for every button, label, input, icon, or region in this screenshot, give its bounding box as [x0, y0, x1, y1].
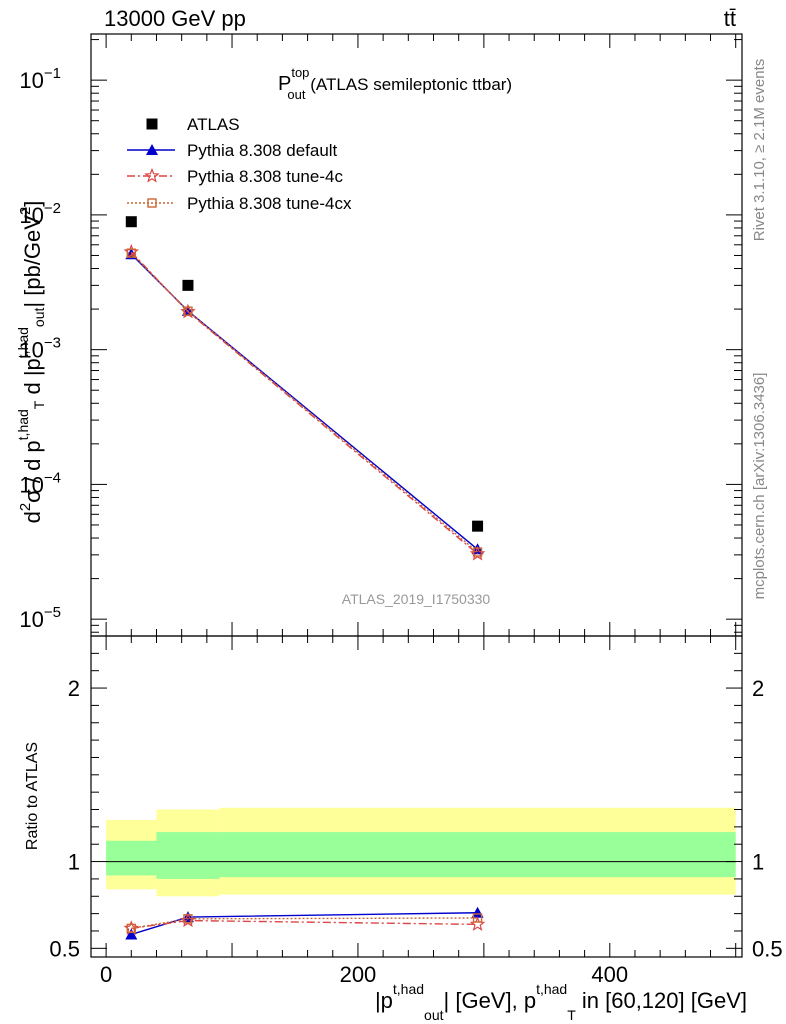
main-point-2 — [472, 520, 484, 532]
y-tick-label-3: 10−2 — [19, 200, 61, 228]
y-label-sub: out — [31, 307, 47, 327]
y-label-part: d — [20, 511, 45, 523]
y-tick-exponent: −2 — [44, 200, 61, 217]
legend-label: Pythia 8.308 tune-4cx — [187, 194, 352, 213]
title-main: P — [278, 73, 291, 95]
main-point-1 — [182, 279, 194, 291]
ratio-point-2 — [472, 913, 483, 923]
mcplots-label: mcplots.cern.ch [arXiv:1306.3436] — [751, 373, 768, 600]
ratio-y-tick-label-right-0.5: 0.5 — [752, 936, 783, 961]
analysis-watermark: ATLAS_2019_I1750330 — [342, 591, 491, 607]
legend-label: ATLAS — [187, 115, 240, 134]
main-series-line — [130, 253, 479, 550]
y-tick-label-4: 10−1 — [19, 65, 61, 93]
x-label-part: in [60,120] [GeV] — [576, 988, 747, 1013]
ratio-y-axis-label: Ratio to ATLAS — [24, 742, 41, 850]
main-series-line — [130, 252, 479, 553]
ratio-series-line — [131, 919, 478, 930]
x-label-sub: T — [567, 1007, 576, 1023]
legend-marker — [146, 118, 158, 130]
legend-item-3: Pythia 8.308 tune-4cx — [127, 194, 352, 213]
y-label-sub: T — [31, 400, 47, 409]
ratio-point-0 — [125, 928, 138, 940]
ratio-series-1 — [123, 912, 486, 935]
x-label-part: |p — [375, 988, 393, 1013]
legend-item-1: Pythia 8.308 default — [127, 141, 338, 160]
x-tick-label-200: 200 — [340, 962, 377, 987]
ratio-y-tick-label-left-0.5: 0.5 — [49, 936, 80, 961]
legend-marker — [144, 167, 160, 183]
legend-label: Pythia 8.308 tune-4c — [187, 167, 343, 186]
main-series-pythia-8-308-default — [125, 248, 484, 555]
y-tick-base: 10 — [19, 68, 43, 93]
y-tick-exponent: −3 — [44, 335, 61, 352]
y-label-part: ] — [20, 201, 45, 207]
y-tick-label-2: 10−3 — [19, 335, 61, 363]
y-label-part: d |p — [20, 358, 45, 400]
x-label-part: | [GeV], p — [444, 988, 537, 1013]
band-green-0 — [106, 840, 157, 876]
ratio-y-tick-label-right-2: 2 — [752, 676, 764, 701]
legend-label: Pythia 8.308 default — [187, 141, 338, 160]
y-label-part: σ / d p — [20, 440, 45, 503]
x-label-sup: t,had — [393, 981, 424, 997]
main-series-pythia-8-308-tune-4c — [123, 243, 486, 561]
main-point-0 — [125, 216, 137, 228]
x-label-sup: t,had — [536, 981, 567, 997]
band-green-1 — [156, 832, 220, 879]
ratio-series-2 — [126, 913, 483, 934]
band-green-2 — [219, 832, 736, 878]
plot-title: Ptop out (ATLAS semileptonic ttbar) — [278, 65, 512, 102]
energy-label: 13000 GeV pp — [104, 6, 246, 31]
y-tick-base: 10 — [19, 338, 43, 363]
main-point-0 — [126, 248, 136, 258]
x-tick-label-400: 400 — [591, 962, 628, 987]
main-point-2 — [472, 547, 483, 557]
process-label: tt̄ — [723, 6, 736, 31]
y-label-sup: t,had — [15, 409, 31, 440]
ratio-plot-frame — [90, 635, 743, 958]
main-series-atlas — [125, 216, 484, 532]
y-tick-base: 10 — [19, 472, 43, 497]
title-sup: top — [291, 65, 309, 80]
ratio-y-tick-label-left-2: 2 — [68, 676, 80, 701]
y-tick-base: 10 — [19, 607, 43, 632]
ratio-y-tick-label-left-1: 1 — [68, 850, 80, 875]
y-label-sup: 2 — [17, 503, 34, 511]
x-label-sub: out — [424, 1007, 444, 1023]
y-tick-exponent: −4 — [44, 469, 61, 486]
title-sub: out — [287, 87, 305, 102]
y-tick-base: 10 — [19, 203, 43, 228]
y-label-sup: 2 — [17, 207, 34, 215]
ratio-uncertainty-bands — [106, 807, 736, 897]
rivet-label: Rivet 3.1.10, ≥ 2.1M events — [751, 59, 768, 242]
y-label-sup: t,had — [15, 327, 31, 358]
ratio-point-1 — [183, 914, 193, 924]
main-series-pythia-8-308-tune-4cx — [126, 248, 483, 557]
legend-item-2: Pythia 8.308 tune-4c — [127, 167, 343, 186]
ratio-point-2 — [471, 906, 484, 918]
main-point-1 — [183, 306, 193, 316]
ratio-y-tick-label-right-1: 1 — [752, 850, 764, 875]
legend-item-0: ATLAS — [146, 115, 240, 134]
legend-marker — [147, 198, 157, 208]
ratio-point-0 — [126, 923, 136, 934]
ratio-series-line — [131, 917, 478, 930]
main-series-line — [130, 251, 479, 555]
y-tick-label-0: 10−5 — [19, 604, 61, 632]
x-tick-label-0: 0 — [100, 962, 112, 987]
y-tick-exponent: −1 — [44, 65, 61, 82]
legend-marker — [146, 144, 158, 155]
y-tick-label-1: 10−4 — [19, 469, 61, 497]
y-axis-label: d2σ / d pt,hadT d |pt,hadout| [pb/GeV2] — [15, 201, 47, 524]
y-tick-exponent: −5 — [44, 604, 61, 621]
y-label-part: | [pb/GeV — [20, 215, 45, 308]
x-axis-label: |pt,hadout| [GeV], pt,hadT in [60,120] [… — [375, 981, 747, 1023]
title-rest: (ATLAS semileptonic ttbar) — [306, 75, 513, 94]
